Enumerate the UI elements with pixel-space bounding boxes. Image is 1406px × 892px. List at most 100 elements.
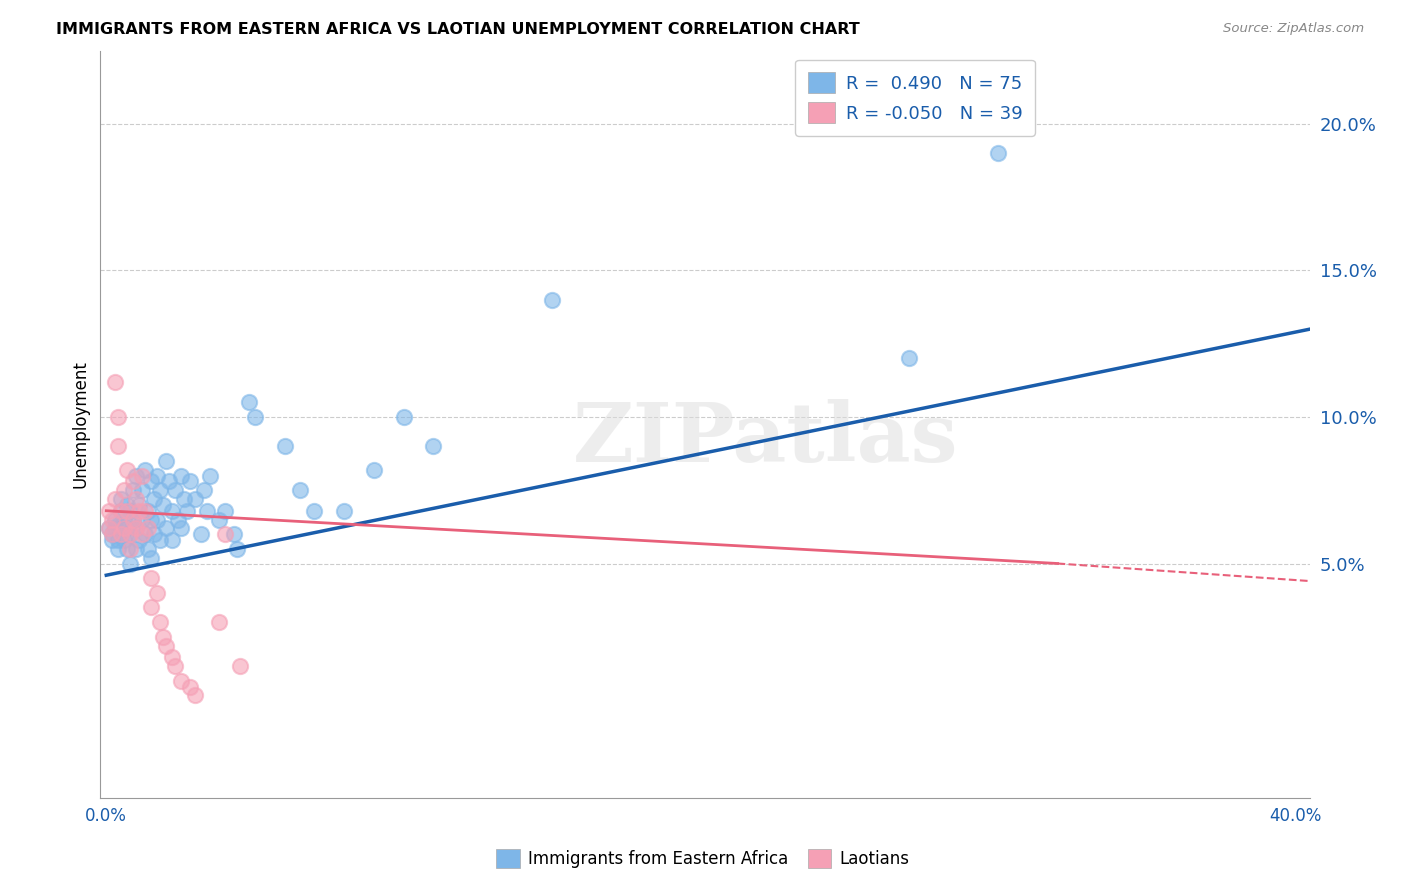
Point: [169, 521, 191, 535]
Point: [166, 512, 188, 526]
Point: [101, 527, 124, 541]
Point: [101, 527, 124, 541]
Point: [107, 439, 129, 453]
Point: [134, 463, 156, 477]
Point: [160, 650, 183, 665]
Point: [214, 527, 236, 541]
Point: [155, 521, 177, 535]
Point: [115, 521, 138, 535]
Point: [152, 630, 174, 644]
Point: [200, 468, 222, 483]
Point: [179, 475, 201, 489]
Point: [125, 468, 148, 483]
Point: [184, 689, 207, 703]
Point: [195, 504, 218, 518]
Point: [120, 557, 142, 571]
Point: [107, 533, 129, 547]
Text: 0.0%: 0.0%: [86, 807, 127, 825]
Point: [155, 454, 177, 468]
Point: [897, 351, 920, 366]
Text: IMMIGRANTS FROM EASTERN AFRICA VS LAOTIAN UNEMPLOYMENT CORRELATION CHART: IMMIGRANTS FROM EASTERN AFRICA VS LAOTIA…: [56, 22, 860, 37]
Point: [131, 527, 153, 541]
Point: [160, 504, 183, 518]
Y-axis label: Unemployment: Unemployment: [72, 360, 89, 488]
Point: [104, 512, 127, 526]
Point: [125, 521, 148, 535]
Point: [98, 521, 121, 535]
Point: [146, 512, 169, 526]
Point: [146, 468, 169, 483]
Text: 40.0%: 40.0%: [1270, 807, 1322, 825]
Point: [160, 533, 183, 547]
Point: [134, 527, 156, 541]
Point: [101, 533, 124, 547]
Point: [157, 475, 180, 489]
Point: [190, 527, 212, 541]
Point: [193, 483, 215, 498]
Point: [146, 586, 169, 600]
Point: [125, 541, 148, 556]
Point: [131, 483, 153, 498]
Point: [107, 518, 129, 533]
Point: [128, 504, 150, 518]
Point: [125, 491, 148, 506]
Point: [169, 468, 191, 483]
Point: [136, 504, 159, 518]
Point: [224, 527, 246, 541]
Text: ZIPatlas: ZIPatlas: [574, 400, 959, 479]
Legend: R =  0.490   N = 75, R = -0.050   N = 39: R = 0.490 N = 75, R = -0.050 N = 39: [794, 60, 1035, 136]
Point: [149, 483, 172, 498]
Point: [104, 491, 127, 506]
Point: [112, 521, 135, 535]
Point: [98, 521, 121, 535]
Point: [288, 483, 311, 498]
Legend: Immigrants from Eastern Africa, Laotians: Immigrants from Eastern Africa, Laotians: [489, 843, 917, 875]
Point: [208, 512, 231, 526]
Point: [152, 498, 174, 512]
Point: [139, 600, 162, 615]
Point: [107, 541, 129, 556]
Point: [101, 512, 124, 526]
Point: [112, 512, 135, 526]
Point: [120, 527, 142, 541]
Point: [142, 527, 165, 541]
Point: [110, 527, 132, 541]
Point: [149, 615, 172, 629]
Point: [98, 504, 121, 518]
Point: [243, 409, 266, 424]
Point: [169, 673, 191, 688]
Point: [149, 533, 172, 547]
Point: [163, 483, 186, 498]
Point: [122, 512, 145, 526]
Point: [208, 615, 231, 629]
Point: [115, 498, 138, 512]
Point: [115, 463, 138, 477]
Point: [139, 512, 162, 526]
Point: [155, 639, 177, 653]
Point: [115, 541, 138, 556]
Point: [273, 439, 295, 453]
Point: [112, 533, 135, 547]
Point: [422, 439, 444, 453]
Point: [128, 533, 150, 547]
Point: [120, 527, 142, 541]
Point: [134, 504, 156, 518]
Point: [136, 541, 159, 556]
Point: [392, 409, 415, 424]
Point: [112, 483, 135, 498]
Point: [163, 659, 186, 673]
Point: [229, 659, 252, 673]
Point: [107, 409, 129, 424]
Point: [128, 498, 150, 512]
Point: [110, 504, 132, 518]
Point: [179, 680, 201, 694]
Point: [304, 504, 326, 518]
Point: [104, 521, 127, 535]
Point: [139, 475, 162, 489]
Point: [238, 395, 260, 409]
Point: [139, 550, 162, 565]
Point: [120, 541, 142, 556]
Point: [125, 521, 148, 535]
Text: Source: ZipAtlas.com: Source: ZipAtlas.com: [1223, 22, 1364, 36]
Point: [136, 521, 159, 535]
